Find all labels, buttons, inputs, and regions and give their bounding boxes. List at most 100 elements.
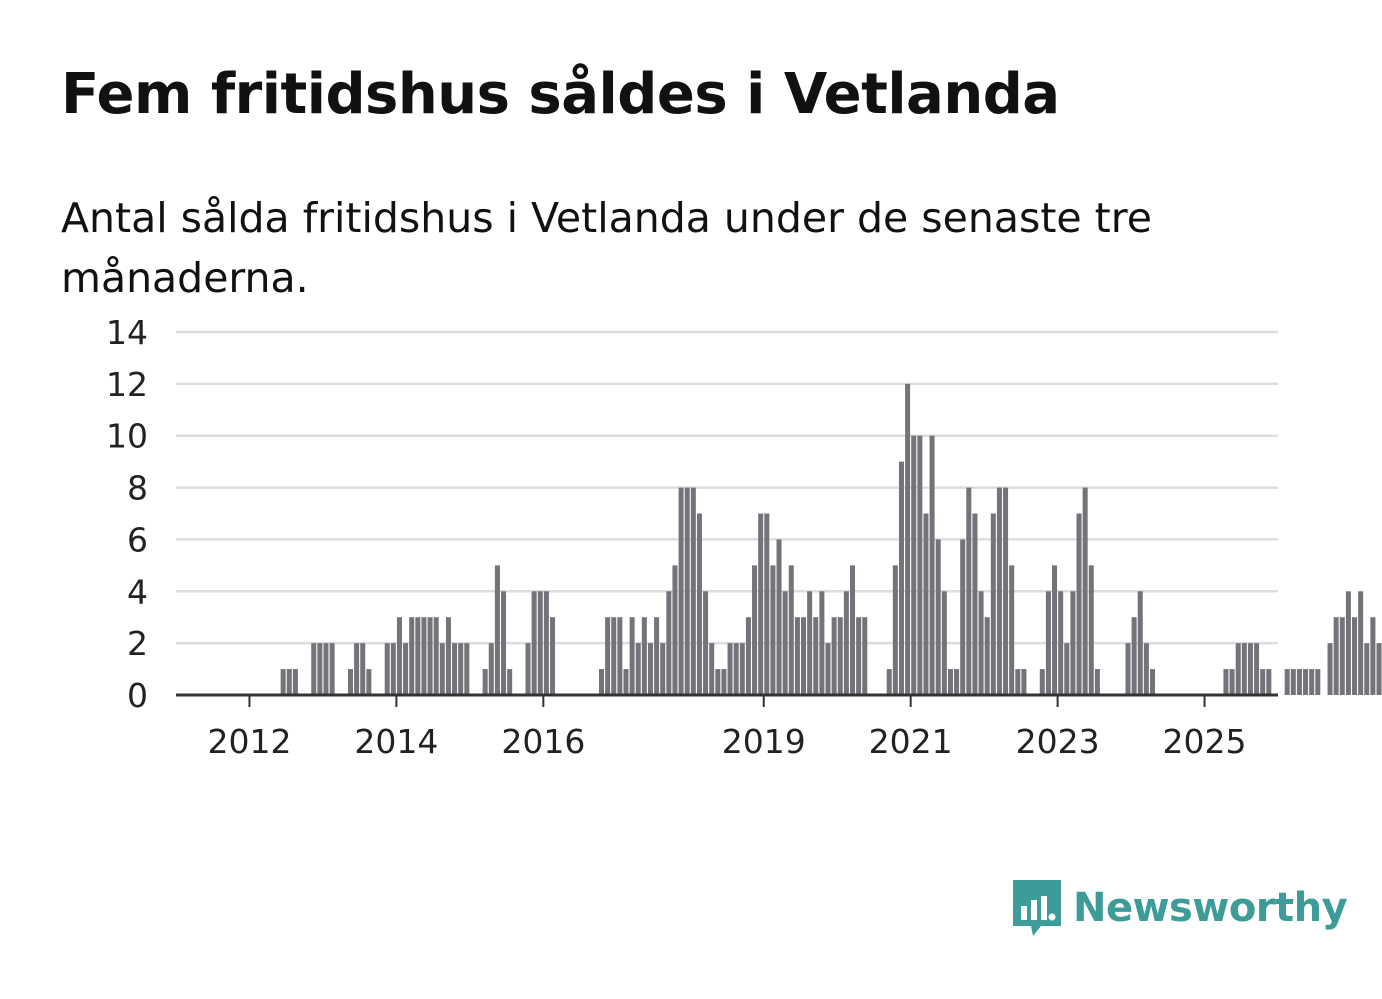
bar — [794, 617, 800, 695]
bar — [617, 617, 623, 695]
bar — [966, 487, 972, 695]
bar — [886, 669, 892, 695]
bar — [1058, 591, 1064, 695]
bar — [1229, 669, 1235, 695]
bar — [954, 669, 960, 695]
bar — [745, 617, 751, 695]
bar — [347, 669, 353, 695]
bar — [929, 435, 935, 695]
bar — [764, 513, 770, 695]
bar — [941, 591, 947, 695]
bar — [819, 591, 825, 695]
bar — [1266, 669, 1272, 695]
bar — [1247, 643, 1253, 695]
bar — [721, 669, 727, 695]
bar — [329, 643, 335, 695]
bar — [292, 669, 298, 695]
bar — [758, 513, 764, 695]
bar — [672, 565, 678, 695]
bar — [1358, 591, 1364, 695]
bar — [813, 617, 819, 695]
bar — [507, 669, 513, 695]
bar — [678, 487, 684, 695]
y-tick-label: 12 — [106, 365, 148, 404]
bar — [984, 617, 990, 695]
bar — [856, 617, 862, 695]
x-tick-label: 2021 — [869, 722, 953, 761]
bar — [703, 591, 709, 695]
bar — [280, 669, 286, 695]
y-tick-label: 2 — [127, 624, 148, 663]
bar — [660, 643, 666, 695]
bar — [770, 565, 776, 695]
bar — [525, 643, 531, 695]
y-tick-label: 4 — [127, 572, 148, 611]
bar — [611, 617, 617, 695]
bar — [1143, 643, 1149, 695]
bar — [458, 643, 464, 695]
bar — [1327, 643, 1333, 695]
bar — [1009, 565, 1015, 695]
newsworthy-logo: Newsworthy — [1011, 878, 1348, 938]
bar — [715, 669, 721, 695]
y-axis-ticks: 0 2 4 6 8 10 12 14 — [106, 313, 148, 715]
bar — [831, 617, 837, 695]
gridlines — [176, 330, 1278, 645]
bar — [286, 669, 292, 695]
bar — [421, 617, 427, 695]
bar — [1345, 591, 1351, 695]
x-tick-label: 2012 — [207, 722, 291, 761]
bar — [1241, 643, 1247, 695]
bar — [978, 591, 984, 695]
bar — [452, 643, 458, 695]
bar — [1290, 669, 1296, 695]
x-tick-label: 2023 — [1016, 722, 1100, 761]
bar — [1352, 617, 1358, 695]
bar — [360, 643, 366, 695]
bar — [911, 435, 917, 695]
bar — [739, 643, 745, 695]
bar — [629, 617, 635, 695]
bar — [494, 565, 500, 695]
bar — [1137, 591, 1143, 695]
bar — [1015, 669, 1021, 695]
y-tick-label: 10 — [106, 417, 148, 456]
x-tick-label: 2025 — [1163, 722, 1247, 761]
bar-chart-speech-bubble-icon — [1013, 880, 1061, 936]
x-tick-label: 2016 — [501, 722, 585, 761]
brand-name: Newsworthy — [1073, 885, 1348, 931]
bar — [709, 643, 715, 695]
bar — [1254, 643, 1260, 695]
bar — [384, 643, 390, 695]
y-tick-label: 0 — [127, 676, 148, 715]
bar — [354, 643, 360, 695]
bar — [1003, 487, 1009, 695]
bar — [1364, 643, 1370, 695]
x-tick-label: 2014 — [354, 722, 438, 761]
bar — [1021, 669, 1027, 695]
x-tick-label: 2019 — [722, 722, 806, 761]
bar — [1131, 617, 1137, 695]
bar — [801, 617, 807, 695]
bar — [323, 643, 329, 695]
bar — [1045, 591, 1051, 695]
bar — [623, 669, 629, 695]
y-tick-label: 6 — [127, 520, 148, 559]
bar — [543, 591, 549, 695]
bar — [464, 643, 470, 695]
bar — [598, 669, 604, 695]
bar — [317, 643, 323, 695]
bar — [537, 591, 543, 695]
bar — [905, 383, 911, 695]
bar — [752, 565, 758, 695]
bar — [1039, 669, 1045, 695]
bar — [550, 617, 556, 695]
bar — [1303, 669, 1309, 695]
bar — [1260, 669, 1266, 695]
bar — [892, 565, 898, 695]
y-tick-label: 8 — [127, 469, 148, 508]
bar — [935, 539, 941, 695]
bar — [996, 487, 1002, 695]
bar — [635, 643, 641, 695]
bar — [788, 565, 794, 695]
